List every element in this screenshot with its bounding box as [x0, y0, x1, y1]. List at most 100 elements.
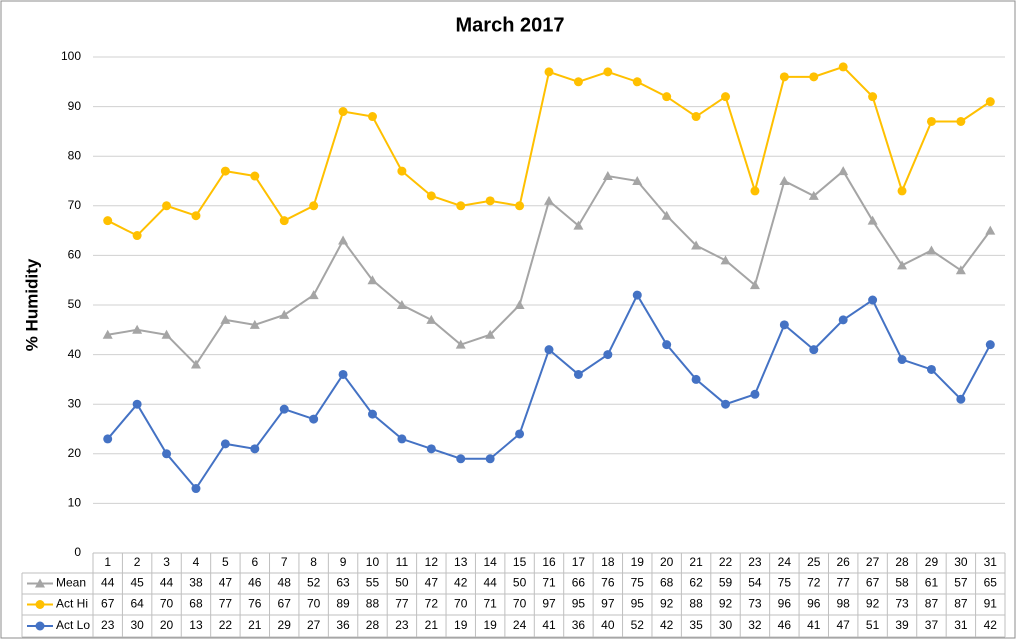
marker [956, 394, 966, 404]
table-value: 68 [660, 576, 674, 590]
table-value: 70 [513, 597, 527, 611]
table-value: 57 [954, 576, 968, 590]
marker [367, 275, 378, 285]
marker [721, 399, 731, 409]
y-tick-label: 90 [68, 99, 82, 113]
table-value: 36 [336, 618, 350, 632]
table-value: 62 [689, 576, 703, 590]
marker [250, 444, 260, 454]
table-value: 21 [248, 618, 262, 632]
marker [102, 329, 113, 339]
table-value: 51 [866, 618, 880, 632]
marker [809, 345, 819, 355]
marker [662, 340, 672, 350]
marker [338, 107, 348, 117]
marker [191, 484, 201, 494]
x-tick-label: 29 [925, 555, 939, 569]
table-value: 95 [631, 597, 645, 611]
x-tick-label: 24 [778, 555, 792, 569]
table-value: 42 [984, 618, 998, 632]
table-value: 50 [513, 576, 527, 590]
chart-title: March 2017 [456, 14, 565, 36]
marker [632, 290, 642, 300]
marker [485, 329, 496, 339]
marker [955, 265, 966, 275]
table-value: 50 [395, 576, 409, 590]
marker [162, 201, 172, 211]
marker [779, 72, 789, 82]
marker [868, 92, 878, 102]
marker [456, 201, 466, 211]
marker [132, 399, 142, 409]
x-tick-label: 31 [984, 555, 998, 569]
marker [985, 97, 995, 107]
table-value: 37 [925, 618, 939, 632]
marker [661, 210, 672, 220]
marker [279, 404, 289, 414]
x-tick-label: 17 [572, 555, 586, 569]
marker [573, 369, 583, 379]
table-value: 40 [601, 618, 615, 632]
marker [897, 355, 907, 365]
x-tick-label: 25 [807, 555, 821, 569]
table-value: 73 [748, 597, 762, 611]
table-value: 70 [454, 597, 468, 611]
table-value: 30 [719, 618, 733, 632]
marker [103, 216, 113, 226]
legend-label: Act Lo [56, 618, 90, 632]
marker [691, 240, 702, 250]
marker [779, 176, 790, 185]
table-value: 96 [807, 597, 821, 611]
marker [426, 191, 436, 201]
x-tick-label: 7 [281, 555, 288, 569]
table-value: 66 [572, 576, 586, 590]
table-value: 61 [925, 576, 939, 590]
table-value: 19 [483, 618, 497, 632]
x-tick-label: 14 [483, 555, 497, 569]
marker [926, 364, 936, 374]
marker [603, 350, 613, 360]
marker [338, 369, 348, 379]
y-tick-label: 60 [68, 248, 82, 262]
table-value: 96 [778, 597, 792, 611]
x-tick-label: 5 [222, 555, 229, 569]
marker [103, 434, 113, 444]
x-tick-label: 30 [954, 555, 968, 569]
marker [985, 340, 995, 350]
marker [455, 339, 466, 349]
table-value: 92 [866, 597, 880, 611]
marker [544, 345, 554, 355]
legend-label: Mean [56, 576, 86, 590]
x-tick-label: 10 [366, 555, 380, 569]
table-value: 77 [837, 576, 851, 590]
marker [750, 389, 760, 399]
table-value: 19 [454, 618, 468, 632]
table-value: 24 [513, 618, 527, 632]
marker [868, 295, 878, 305]
y-tick-label: 30 [68, 396, 82, 410]
marker [632, 77, 642, 87]
marker [308, 290, 319, 300]
table-value: 88 [366, 597, 380, 611]
marker [691, 374, 701, 384]
x-tick-label: 22 [719, 555, 733, 569]
x-tick-label: 1 [104, 555, 111, 569]
table-value: 97 [601, 597, 615, 611]
table-value: 70 [160, 597, 174, 611]
table-value: 88 [689, 597, 703, 611]
marker [191, 211, 201, 221]
table-value: 58 [895, 576, 909, 590]
table-value: 87 [925, 597, 939, 611]
table-value: 92 [719, 597, 733, 611]
marker [515, 429, 525, 439]
marker [779, 320, 789, 330]
table-value: 64 [130, 597, 144, 611]
table-value: 20 [160, 618, 174, 632]
marker [838, 166, 849, 176]
table-value: 42 [454, 576, 468, 590]
x-tick-label: 19 [631, 555, 645, 569]
table-value: 75 [778, 576, 792, 590]
x-tick-label: 28 [895, 555, 909, 569]
marker [838, 62, 848, 72]
